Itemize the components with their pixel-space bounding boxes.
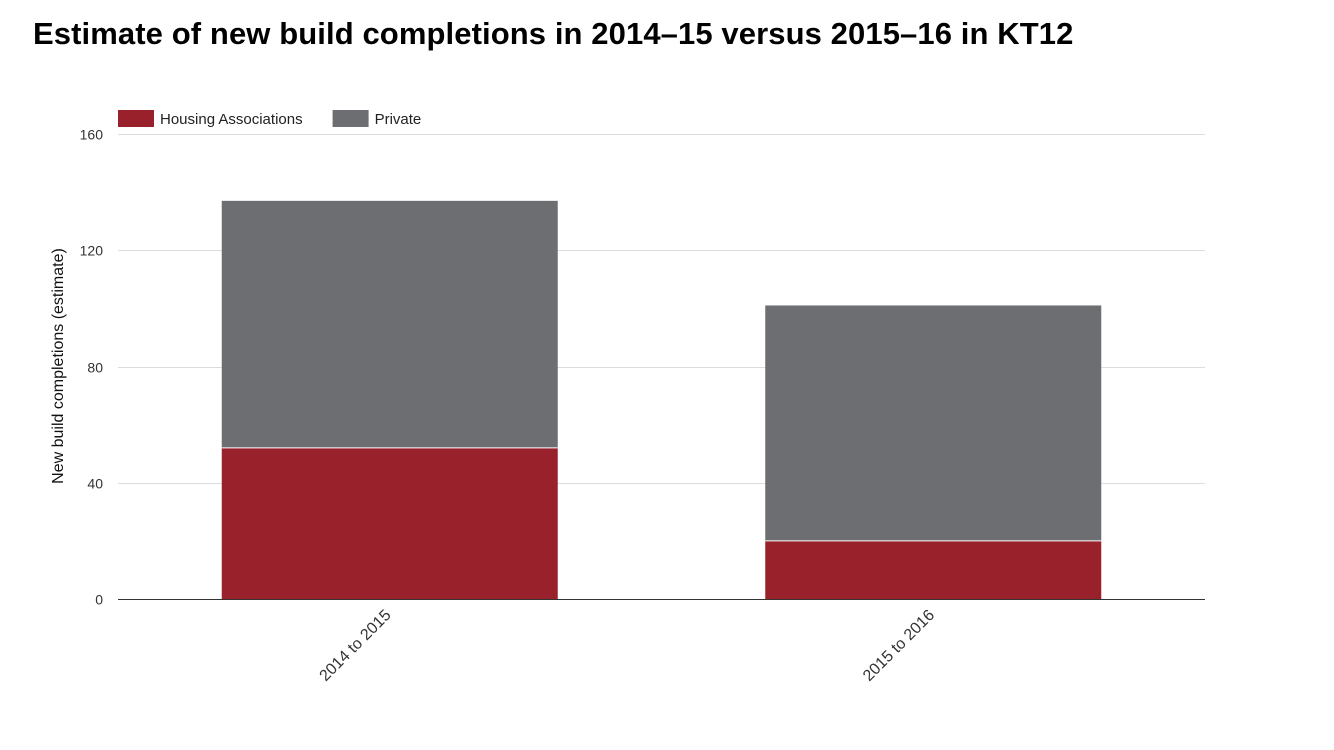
- x-tick-label: 2015 to 2016: [860, 607, 938, 685]
- chart-title: Estimate of new build completions in 201…: [33, 16, 1074, 51]
- y-tick-label: 160: [80, 127, 104, 143]
- x-tick-label: 2014 to 2015: [316, 607, 394, 685]
- bars: [221, 200, 1102, 599]
- y-axis-title: New build completions (estimate): [50, 248, 67, 484]
- legend-swatch: [118, 110, 154, 127]
- legend-label: Private: [375, 111, 422, 128]
- bar-segment-private: [765, 305, 1102, 541]
- y-tick-labels: 0 40 80 120 160: [80, 127, 104, 608]
- bar-segment-private: [221, 200, 558, 448]
- y-tick-label: 0: [95, 592, 103, 608]
- legend-label: Housing Associations: [160, 111, 303, 128]
- legend-swatch: [332, 110, 369, 127]
- x-tick-labels: 2014 to 2015 2015 to 2016: [316, 607, 938, 685]
- y-tick-label: 80: [87, 360, 103, 376]
- y-tick-label: 120: [80, 243, 104, 259]
- bar-segment-housing-associations: [221, 447, 558, 599]
- bar-segment-housing-associations: [765, 540, 1102, 599]
- legend: Housing Associations Private: [118, 110, 421, 128]
- y-tick-label: 40: [87, 476, 103, 492]
